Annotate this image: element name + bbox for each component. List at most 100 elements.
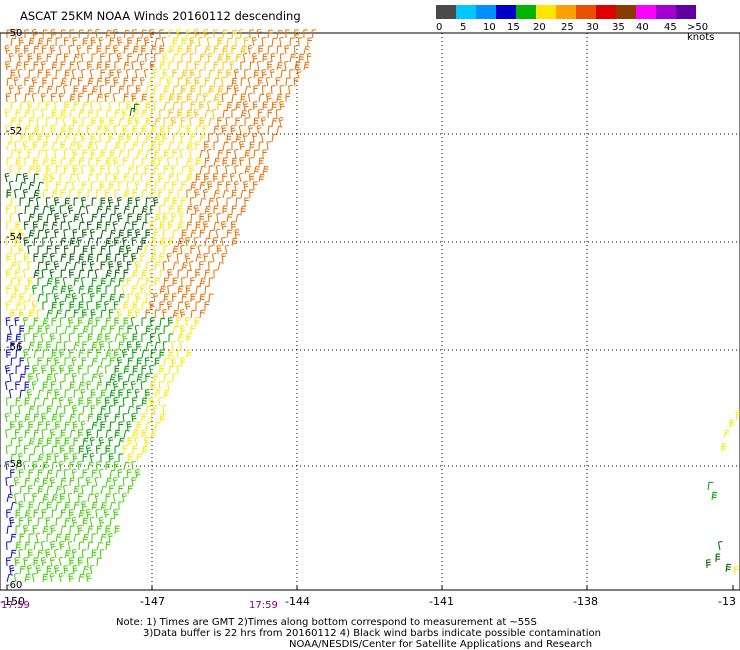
wind-barb (149, 61, 155, 71)
wind-barb (166, 156, 172, 167)
wind-barb (153, 85, 159, 95)
wind-barb (208, 229, 215, 239)
wind-barb (109, 213, 116, 223)
wind-barb (100, 357, 107, 367)
wind-barb (118, 277, 125, 287)
wind-barb (154, 325, 161, 335)
wind-barb (33, 189, 40, 199)
wind-barb (118, 117, 125, 127)
wind-barb (240, 189, 247, 199)
wind-barb (64, 501, 71, 511)
wind-barb (150, 45, 157, 55)
wind-barb (96, 237, 102, 247)
wind-barb (141, 365, 147, 375)
wind-barb (105, 365, 110, 375)
wind-barb (261, 37, 266, 47)
wind-barb (42, 525, 49, 535)
wind-barb (81, 293, 86, 303)
wind-barb (85, 444, 92, 455)
wind-barb (109, 517, 116, 527)
wind-barb (162, 261, 168, 271)
wind-barb (224, 244, 230, 255)
wind-barb (4, 412, 10, 423)
wind-barb (89, 292, 95, 303)
wind-barb (105, 477, 112, 487)
wind-barb (10, 405, 15, 415)
wind-barb (135, 101, 141, 111)
wind-barb (64, 325, 71, 335)
wind-barb (208, 85, 215, 95)
wind-barb (18, 420, 24, 431)
wind-barb (100, 533, 107, 543)
wind-barb (87, 269, 94, 279)
wind-barb (108, 132, 114, 143)
wind-barb (136, 245, 143, 255)
wind-barb (78, 509, 85, 519)
wind-barb (4, 108, 10, 119)
wind-barb (64, 421, 70, 431)
wind-barb (127, 229, 132, 238)
wind-barb (33, 125, 40, 135)
wind-barb (127, 213, 133, 223)
wind-barb (42, 461, 49, 471)
wind-barb (114, 237, 119, 247)
wind-barb (42, 125, 47, 135)
wind-barb (64, 533, 71, 543)
wind-barb (171, 181, 177, 191)
wind-barb (59, 333, 64, 343)
wind-barb (108, 436, 114, 447)
wind-barb (10, 277, 17, 287)
wind-barb (279, 85, 284, 95)
wind-barb (131, 93, 137, 103)
wind-barb (33, 541, 40, 551)
wind-barb (91, 549, 97, 559)
wind-barb (217, 261, 225, 271)
wind-barb (96, 125, 103, 135)
wind-barb (136, 341, 141, 351)
wind-barb (63, 229, 68, 239)
wind-barb (51, 445, 58, 455)
wind-barb (199, 133, 206, 143)
wind-barb (118, 501, 123, 511)
wind-barb (82, 149, 88, 159)
wind-barb (181, 261, 188, 271)
wind-barb (127, 325, 132, 334)
note-line-2: 3)Data buffer is 22 hrs from 20160112 4)… (143, 628, 601, 639)
wind-barb (23, 557, 29, 567)
wind-barb (69, 253, 75, 263)
wind-barb (181, 181, 186, 191)
wind-barb (112, 156, 119, 167)
wind-barb (89, 516, 95, 527)
wind-barb (271, 37, 278, 47)
wind-barb (170, 116, 177, 127)
wind-barb (238, 172, 244, 183)
wind-barb (96, 205, 103, 215)
wind-barb (168, 333, 174, 343)
wind-barb (231, 205, 237, 215)
wind-barb (204, 269, 210, 279)
wind-barb (100, 245, 106, 255)
wind-barb (126, 277, 132, 287)
wind-barb (258, 173, 265, 183)
wind-barb (68, 573, 74, 583)
wind-barb (27, 260, 32, 271)
wind-barb (33, 557, 38, 566)
wind-barb (213, 173, 218, 183)
wind-barb (226, 85, 232, 95)
wind-barb (189, 117, 194, 127)
wind-barb (216, 245, 222, 255)
wind-barb (95, 445, 101, 455)
scale-label: 25 (561, 22, 574, 33)
wind-barb (289, 69, 294, 79)
wind-barb (150, 429, 157, 439)
wind-barb (73, 341, 80, 351)
wind-barb (51, 141, 58, 151)
wind-barb (278, 116, 284, 127)
wind-barb (127, 309, 133, 319)
wind-barb (163, 293, 169, 303)
wind-barb (733, 566, 739, 576)
wind-barb (199, 149, 206, 159)
wind-barb (177, 45, 183, 55)
wind-barb (6, 253, 11, 262)
wind-barb (154, 341, 161, 351)
